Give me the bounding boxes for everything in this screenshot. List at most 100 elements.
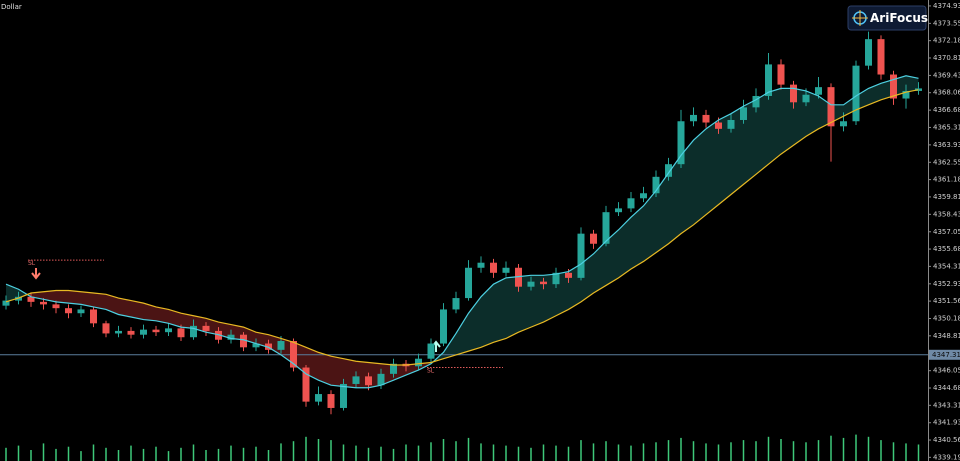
y-tick-label: 4374.93 <box>933 2 960 10</box>
ma-band <box>68 290 81 305</box>
ma-band <box>756 92 769 175</box>
volume-bar <box>905 443 907 461</box>
volume-bar <box>542 444 545 461</box>
ma-band <box>106 294 119 315</box>
volume-bar <box>30 450 32 461</box>
moving-average <box>5 75 919 389</box>
ma-band <box>331 356 344 387</box>
ma-band <box>93 293 106 310</box>
candle-body <box>377 373 385 386</box>
brand-box[interactable] <box>847 5 927 31</box>
y-tick-label: 4339.19 <box>933 453 960 461</box>
ma-band <box>543 274 556 323</box>
volume-bar <box>317 439 320 461</box>
y-tick-label: 4355.68 <box>933 245 960 253</box>
volume-bar <box>80 451 82 461</box>
candle-body <box>840 121 847 127</box>
candle-body <box>777 64 785 85</box>
signal-arrows <box>31 268 441 352</box>
candle-body <box>340 383 347 408</box>
volume-bar <box>5 447 7 461</box>
candle-body <box>65 308 72 314</box>
ma-band <box>693 128 706 225</box>
plot: SL SL <box>0 31 928 461</box>
ma-band <box>506 276 519 339</box>
candle-body <box>877 39 885 75</box>
volume-bar <box>642 443 645 461</box>
volume-bar <box>592 443 595 461</box>
y-tick-label: 4348.81 <box>933 332 960 340</box>
candle-body <box>565 272 572 278</box>
ma-band <box>468 296 481 352</box>
volume-bar <box>692 441 695 461</box>
ma-band <box>406 363 419 376</box>
volume-bar <box>142 448 145 461</box>
volume-bar <box>292 441 295 461</box>
brand-badge[interactable]: AriFocus <box>847 5 928 31</box>
volume-bar <box>505 445 507 461</box>
volume-bar <box>405 444 407 461</box>
volume-bar <box>130 445 132 461</box>
ma-band <box>706 119 719 215</box>
y-tick-label: 4373.55 <box>933 19 960 27</box>
volume-bar <box>305 436 307 461</box>
volume-bar <box>205 450 207 461</box>
ma-band <box>868 83 881 105</box>
ma-band <box>631 205 644 270</box>
volume-bar <box>17 445 20 461</box>
ma-band <box>793 88 806 146</box>
volume-bar <box>867 436 870 461</box>
candle-body <box>665 164 672 177</box>
volume-bar <box>580 440 582 461</box>
ma-band <box>168 309 181 328</box>
volume-bar <box>780 439 782 461</box>
candle-body <box>852 65 860 122</box>
y-tick-label: 4372.18 <box>933 37 960 45</box>
candle-body <box>315 394 322 402</box>
candle-body <box>540 281 547 285</box>
candle-body <box>577 233 585 278</box>
ma-band <box>118 298 131 318</box>
y-tick-label: 4351.56 <box>933 297 960 305</box>
ma-band <box>443 333 456 359</box>
candle-body <box>827 87 835 127</box>
candle-body <box>327 394 335 408</box>
ma-band <box>906 75 919 93</box>
volume-bar <box>517 446 520 461</box>
candle-body <box>240 334 247 348</box>
volume-bar <box>530 447 532 461</box>
ma-band <box>668 155 681 244</box>
candle-body <box>477 262 485 268</box>
candle-body <box>252 343 260 348</box>
volume-bar <box>105 447 107 461</box>
candle-body <box>515 267 522 287</box>
candle-body <box>290 341 297 368</box>
ma-band <box>318 352 331 386</box>
candle-body <box>15 296 22 301</box>
candle-body <box>502 267 510 273</box>
y-tick-label: 4369.43 <box>933 71 960 79</box>
ma-band <box>43 290 56 302</box>
candle-body <box>452 298 460 310</box>
ma-band <box>718 113 731 205</box>
candle-body <box>490 262 497 273</box>
volume-bar <box>805 442 807 461</box>
volume-bar <box>255 446 257 461</box>
ma-band <box>131 300 144 320</box>
volume-bar <box>855 434 857 461</box>
candle-body <box>815 87 822 95</box>
volume-bar <box>630 445 632 461</box>
volume-bar <box>555 445 557 461</box>
y-tick-label: 4352.93 <box>933 280 960 288</box>
candle-body <box>627 198 635 209</box>
candle-body <box>2 300 10 306</box>
candle-body <box>277 341 285 350</box>
candle-body <box>690 114 697 122</box>
y-tick-label: 4346.05 <box>933 367 960 375</box>
volume-bar <box>680 437 682 461</box>
candle-body <box>140 329 147 335</box>
volume-bar <box>767 436 770 461</box>
candle-body <box>115 330 122 334</box>
